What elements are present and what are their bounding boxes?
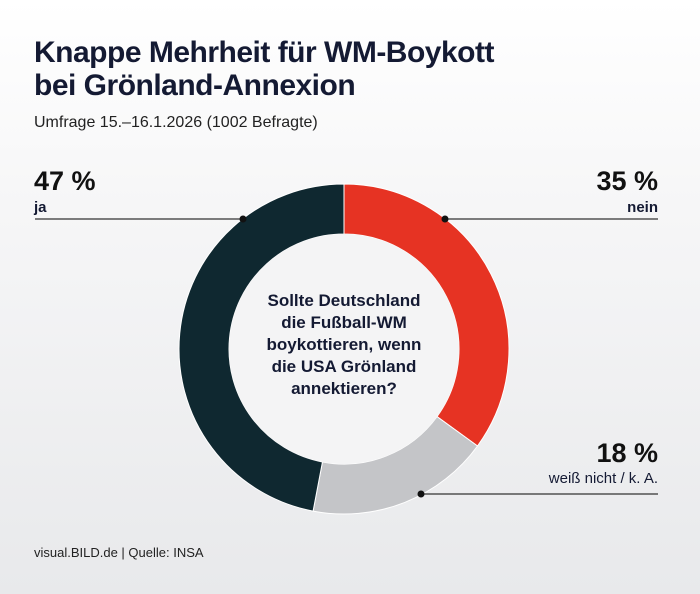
label-nein: nein [627,199,658,216]
center-question: Sollte Deutschland die Fußball-WM boykot… [249,290,439,400]
subtitle: Umfrage 15.–16.1.2026 (1002 Befragte) [34,114,318,131]
donut-hole [229,234,459,464]
label-weiss-nicht: weiß nicht / k. A. [548,470,658,487]
label-ja: ja [34,199,47,216]
label-nein-value: 35 % [596,166,658,196]
question-line: annektieren? [291,379,397,398]
title-line-2: bei Grönland-Annexion [34,69,356,102]
chart-title: Knappe Mehrheit für WM-Boykott bei Grönla… [34,36,494,102]
question-line: boykottieren, wenn [266,335,422,354]
question-line: Sollte Deutschland [267,291,421,310]
label-ja-value: 47 % [34,166,96,196]
leader-dot [239,215,247,223]
footer-source: visual.BILD.de | Quelle: INSA [34,545,204,560]
label-weiss-nicht-value: 18 % [596,438,658,468]
question-line: die Fußball-WM [281,313,407,332]
question-line: die USA Grönland [271,357,417,376]
title-line-1: Knappe Mehrheit für WM-Boykott [34,36,494,69]
leader-dot [441,215,449,223]
leader-dot [417,490,425,498]
